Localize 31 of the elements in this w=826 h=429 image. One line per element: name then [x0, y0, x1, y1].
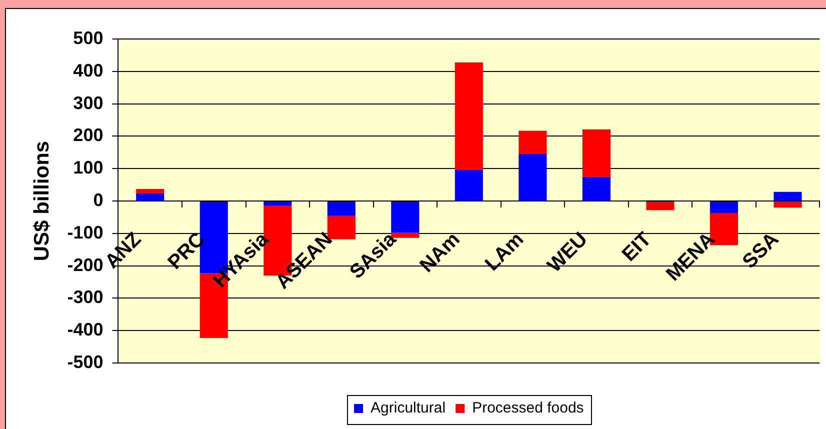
- bar: [518, 154, 547, 200]
- bar: [264, 202, 292, 206]
- bar: [136, 193, 164, 200]
- y-tick-label: -400: [67, 320, 104, 340]
- bar: [774, 192, 802, 200]
- y-tick-label: 300: [73, 92, 104, 113]
- y-tick-label: 100: [73, 158, 104, 178]
- bar: [454, 170, 483, 200]
- bar: [136, 189, 164, 194]
- bar: [646, 202, 674, 210]
- bar: [582, 129, 610, 177]
- bar: [391, 202, 420, 233]
- y-tick-label: 400: [73, 60, 104, 80]
- x-tick-label: SSA: [738, 228, 784, 273]
- y-tick-label: -200: [67, 254, 104, 275]
- bar: [454, 62, 483, 170]
- x-tick-label: EIT: [618, 228, 656, 266]
- y-tick-label: -300: [67, 287, 104, 308]
- bar: [582, 176, 610, 200]
- bar: [518, 130, 547, 154]
- legend-label: Processed foods: [472, 400, 584, 417]
- y-tick-label: -500: [67, 352, 104, 372]
- y-tick-label: -100: [67, 222, 104, 242]
- bar: [774, 202, 802, 208]
- legend-label: Agricultural: [370, 400, 446, 417]
- y-tick-label: 200: [73, 125, 104, 146]
- bar: [327, 202, 356, 216]
- y-tick-label: 0: [93, 190, 104, 210]
- y-axis-title: US$ billions: [30, 140, 54, 262]
- y-tick-label: 500: [73, 28, 104, 48]
- bar: [710, 202, 738, 213]
